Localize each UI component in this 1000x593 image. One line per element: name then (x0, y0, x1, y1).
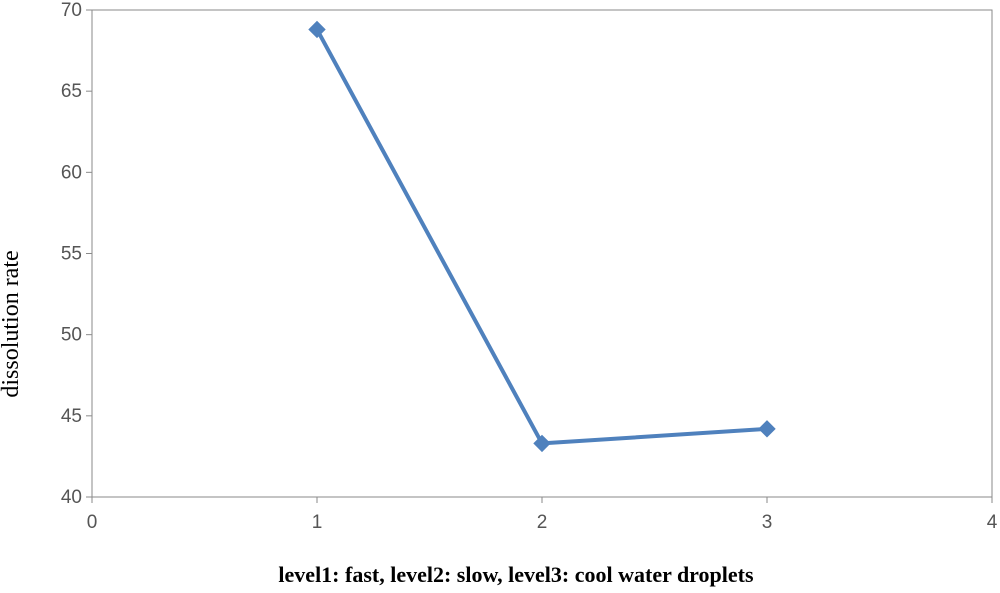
x-tick-label: 4 (987, 512, 998, 533)
data-point-marker (758, 420, 776, 438)
data-series (308, 20, 776, 453)
y-tick-label: 45 (61, 406, 82, 427)
series-line (315, 27, 769, 446)
y-tick-label: 70 (61, 0, 82, 21)
x-axis-title: level1: fast, level2: slow, level3: cool… (278, 562, 754, 587)
x-tick-label: 2 (537, 512, 548, 533)
y-tick-label: 40 (61, 487, 82, 508)
x-tick-label: 3 (762, 512, 773, 533)
y-tick-label: 65 (61, 81, 82, 102)
tick-labels: 40 45 50 55 60 65 70 0 1 2 3 4 (61, 0, 998, 533)
x-tick-label: 1 (312, 512, 323, 533)
axes (86, 9, 993, 503)
y-tick-label: 55 (61, 244, 82, 265)
data-point-marker (533, 434, 551, 453)
plot-border (91, 9, 993, 498)
y-tick-label: 60 (61, 162, 82, 183)
y-tick-label: 50 (61, 325, 82, 346)
data-point-marker (308, 20, 326, 39)
y-axis-title: dissolution rate (0, 250, 24, 397)
x-tick-label: 0 (87, 512, 98, 533)
